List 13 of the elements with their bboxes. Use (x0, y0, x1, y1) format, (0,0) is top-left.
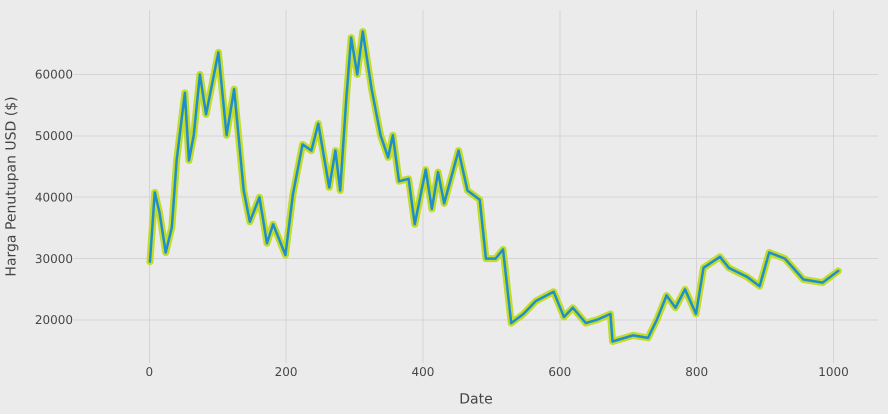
x-tick-label: 600 (548, 365, 572, 379)
y-axis-title: Harga Penutupan USD ($) (3, 96, 20, 277)
x-tick-label: 1000 (818, 365, 849, 379)
y-tick-label: 50000 (34, 129, 73, 144)
y-tick-label: 20000 (34, 313, 73, 328)
x-tick-label: 0 (145, 365, 154, 379)
x-tick-label: 200 (274, 365, 298, 379)
y-tick-label: 30000 (34, 252, 73, 266)
x-axis-title: Date (459, 391, 493, 408)
x-tick-label: 400 (412, 365, 434, 379)
x-tick-label: 800 (685, 365, 708, 379)
y-tick-label: 60000 (34, 68, 73, 82)
y-tick-label: 40000 (34, 190, 73, 204)
